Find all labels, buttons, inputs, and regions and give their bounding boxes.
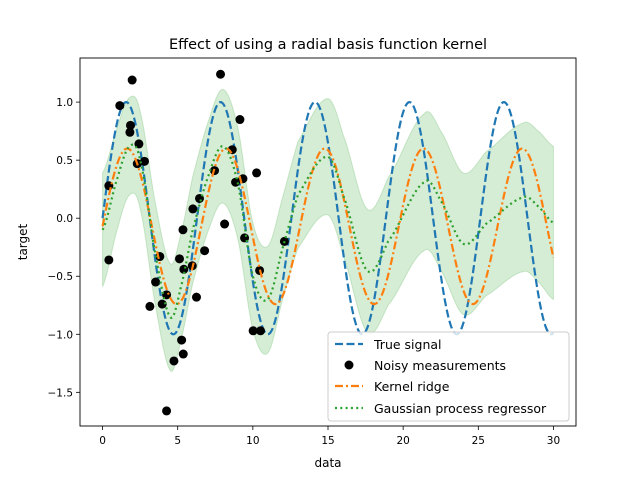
x-axis-label: data	[314, 456, 341, 470]
noisy-measurement-point	[178, 225, 188, 235]
y-tick-label: −0.5	[48, 271, 74, 283]
x-tick-label: 30	[547, 435, 560, 447]
legend: True signal Noisy measurements Kernel ri…	[327, 331, 570, 422]
y-axis-label: target	[16, 223, 30, 260]
noisy-measurement-point	[162, 406, 172, 416]
noisy-measurement-point	[252, 168, 262, 178]
noisy-measurement-point	[216, 69, 226, 79]
legend-noisy-swatch	[344, 360, 354, 370]
noisy-measurement-point	[126, 120, 136, 130]
chart-title: Effect of using a radial basis function …	[169, 37, 487, 53]
noisy-measurement-point	[178, 349, 188, 359]
legend-gp: Gaussian process regressor	[374, 401, 547, 416]
y-tick-label: 1.0	[56, 97, 73, 109]
true-signal-line	[101, 100, 555, 336]
x-tick-label: 15	[321, 435, 334, 447]
noisy-measurement-point	[235, 115, 245, 125]
y-tick-label: 0.0	[56, 213, 73, 225]
x-tick-label: 0	[99, 435, 106, 447]
noisy-measurement-point	[145, 301, 155, 311]
x-tick-label: 25	[472, 435, 485, 447]
y-tick-label: −1.0	[48, 329, 74, 341]
noisy-measurement-point	[220, 219, 230, 229]
noisy-measurement-point	[151, 277, 161, 287]
kernel-ridge-line	[101, 147, 555, 306]
noisy-measurement-point	[175, 254, 185, 264]
x-tick-label: 5	[174, 435, 181, 447]
noisy-measurement-point	[248, 326, 258, 336]
noisy-measurement-point	[200, 246, 210, 256]
y-tick-label: −1.5	[48, 387, 74, 399]
noisy-measurement-point	[157, 299, 167, 309]
noisy-measurement-point	[127, 75, 137, 85]
y-tick-label: 0.5	[56, 155, 73, 167]
noisy-measurement-point	[104, 255, 114, 265]
noisy-measurement-point	[177, 335, 187, 345]
legend-true-signal: True signal	[373, 337, 442, 352]
noisy-measurement-point	[139, 156, 149, 166]
noisy-measurement-point	[125, 127, 135, 137]
noisy-measurement-point	[231, 177, 241, 187]
noisy-measurement-point	[169, 356, 179, 366]
noisy-measurement-point	[191, 292, 201, 302]
x-tick-label: 10	[246, 435, 259, 447]
noisy-measurement-point	[256, 326, 266, 336]
legend-noisy: Noisy measurements	[374, 358, 506, 373]
x-tick-label: 20	[396, 435, 409, 447]
noisy-measurement-point	[188, 204, 198, 214]
legend-kernel-ridge: Kernel ridge	[374, 379, 450, 394]
noisy-measurement-point	[115, 101, 125, 111]
